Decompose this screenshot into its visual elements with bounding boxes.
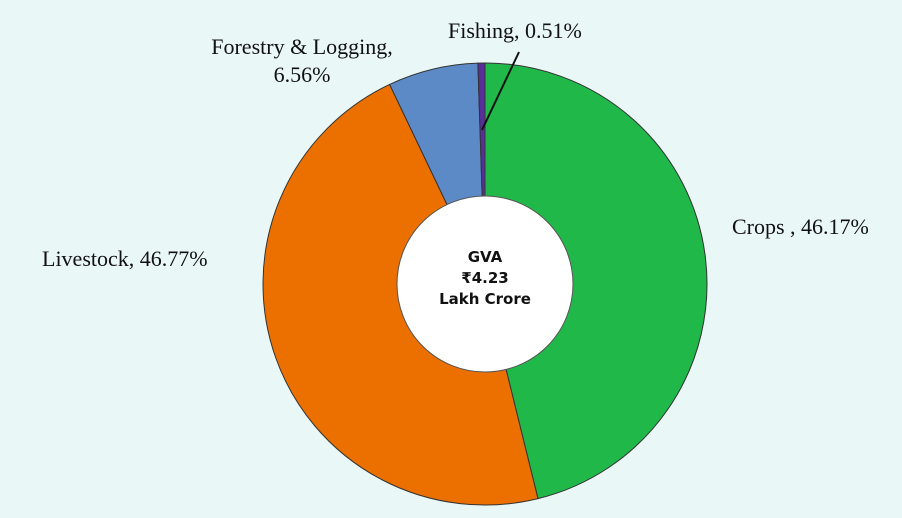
fishing-label: Fishing, 0.51% — [448, 18, 582, 43]
slice-crops — [484, 62, 708, 500]
chart-slices — [262, 62, 708, 506]
forestry-label-line2: 6.56% — [274, 62, 331, 87]
livestock-label: Livestock, 46.77% — [42, 246, 208, 271]
forestry-label-line1: Forestry & Logging, — [211, 34, 393, 59]
center-value: ₹4.23 — [461, 269, 508, 287]
center-unit: Lakh Crore — [439, 290, 531, 308]
fishing-leader-line — [481, 51, 520, 131]
center-title: GVA — [468, 248, 503, 266]
crops-label: Crops , 46.17% — [732, 214, 869, 239]
donut-hole — [396, 195, 574, 373]
